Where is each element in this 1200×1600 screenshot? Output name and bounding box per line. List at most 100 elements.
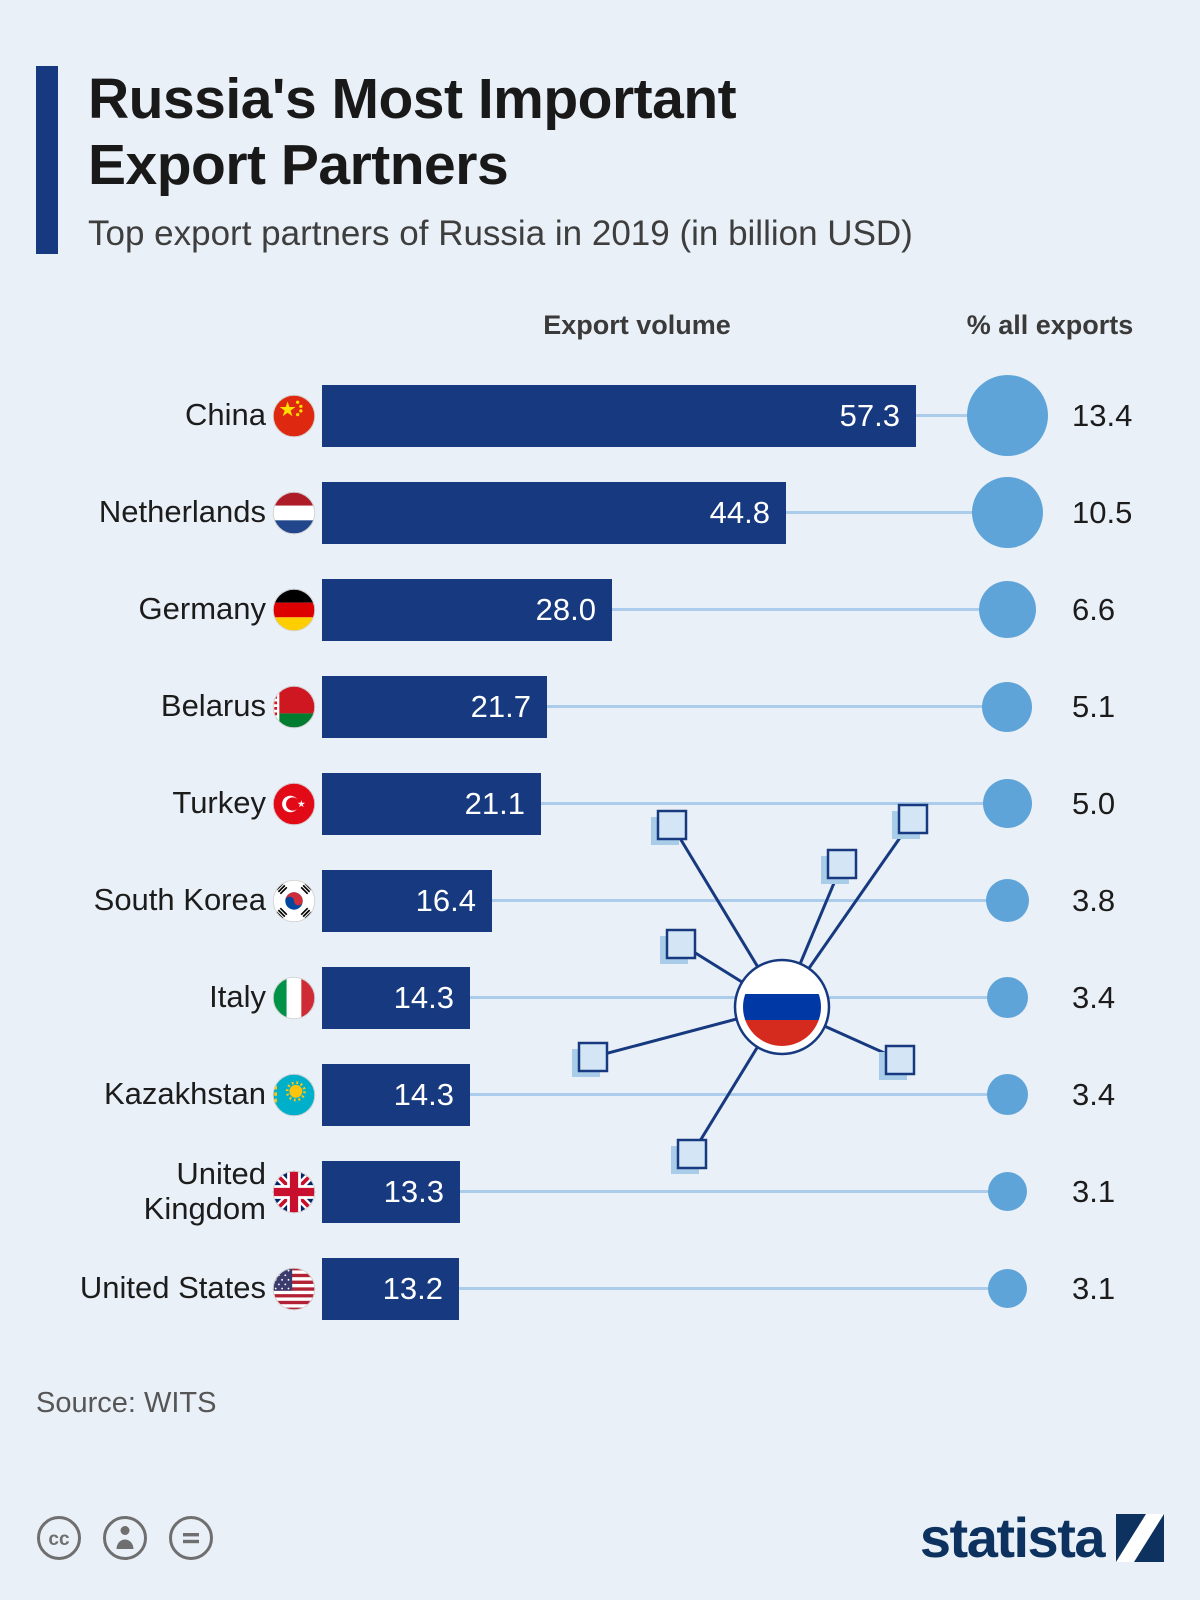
bar-track: 21.1	[322, 772, 1007, 835]
country-label: South Korea	[93, 882, 266, 918]
country-label: Germany	[138, 591, 266, 627]
statista-wordmark: statista	[919, 1506, 1106, 1569]
percent-circle-cell	[952, 1074, 1062, 1116]
bar-value-label: 44.8	[709, 494, 770, 530]
creative-commons-icon[interactable]: cc	[36, 1515, 82, 1561]
percent-label: 13.4	[1072, 397, 1133, 433]
export-volume-bar: 28.0	[322, 578, 612, 641]
bar-value-label: 21.1	[464, 785, 525, 821]
percent-circle	[987, 1172, 1027, 1212]
percent-circle	[978, 581, 1036, 639]
connector-line	[547, 705, 1007, 709]
table-row: Germany 28.0 6.6	[36, 561, 1164, 658]
export-volume-bar: 16.4	[322, 869, 492, 932]
country-label: United States	[79, 1270, 266, 1306]
percent-circle	[986, 1074, 1028, 1116]
connector-line	[459, 1287, 1007, 1291]
bar-track: 44.8	[322, 481, 1007, 544]
percent-circle	[987, 1269, 1027, 1309]
connector-line	[470, 1093, 1007, 1097]
table-row: Belarus 21.7 5.1	[36, 658, 1164, 755]
percent-label: 3.1	[1072, 1173, 1116, 1209]
bar-track: 13.3	[322, 1160, 1007, 1223]
page-title: Russia's Most Important Export Partners	[88, 67, 737, 198]
export-volume-bar: 21.7	[322, 675, 547, 738]
bar-track: 13.2	[322, 1257, 1007, 1320]
percent-circle	[982, 681, 1032, 732]
percent-label: 3.4	[1072, 1076, 1116, 1112]
export-volume-bar: 14.3	[322, 966, 470, 1029]
bar-track: 14.3	[322, 966, 1007, 1029]
table-row: United States 13.2 3.1	[36, 1240, 1164, 1337]
percent-circle-cell	[952, 1172, 1062, 1212]
connector-line	[612, 608, 1007, 612]
percent-circle-cell	[952, 879, 1062, 923]
percent-circle-cell	[952, 681, 1062, 732]
bar-value-label: 21.7	[470, 688, 531, 724]
statista-logo-mark	[1116, 1514, 1164, 1562]
page-subtitle: Top export partners of Russia in 2019 (i…	[88, 214, 913, 254]
percent-circle-cell	[952, 375, 1062, 457]
united-states-flag-icon	[266, 1267, 322, 1311]
column-header-percent-exports: % all exports	[966, 310, 1134, 341]
bar-value-label: 57.3	[839, 397, 900, 433]
united-kingdom-flag-icon	[266, 1170, 322, 1214]
column-header-export-volume: Export volume	[543, 310, 731, 341]
table-row: Netherlands 44.8 10.5	[36, 464, 1164, 561]
svg-text:cc: cc	[48, 1529, 70, 1550]
percent-circle-cell	[952, 977, 1062, 1019]
export-volume-bar: 57.3	[322, 384, 916, 447]
table-row: Turkey 21.1 5.0	[36, 755, 1164, 852]
percent-label: 6.6	[1072, 591, 1116, 627]
table-row: Kazakhstan 14.3 3.4	[36, 1046, 1164, 1143]
netherlands-flag-icon	[266, 491, 322, 535]
connector-line	[470, 996, 1007, 1000]
column-header-spacer	[36, 310, 322, 341]
license-icons: cc	[36, 1515, 214, 1561]
country-label: Turkey	[172, 785, 266, 821]
bottom-bar: cc statista	[36, 1510, 1164, 1566]
percent-circle-cell	[952, 581, 1062, 639]
export-volume-bar: 13.2	[322, 1257, 459, 1320]
kazakhstan-flag-icon	[266, 1073, 322, 1117]
bar-track: 14.3	[322, 1063, 1007, 1126]
percent-circle-cell	[952, 477, 1062, 549]
infographic: Russia's Most Important Export Partners …	[36, 66, 1164, 1419]
header: Russia's Most Important Export Partners …	[36, 66, 1164, 255]
export-volume-bar: 13.3	[322, 1160, 460, 1223]
export-volume-bar: 44.8	[322, 481, 786, 544]
export-volume-bar: 21.1	[322, 772, 541, 835]
percent-circle	[986, 977, 1028, 1019]
country-label: Kazakhstan	[104, 1076, 266, 1112]
bar-value-label: 16.4	[415, 882, 476, 918]
header-text: Russia's Most Important Export Partners …	[88, 66, 913, 254]
country-label: Italy	[209, 979, 266, 1015]
country-label: China	[185, 397, 266, 433]
bar-value-label: 14.3	[393, 1076, 454, 1112]
percent-circle	[966, 375, 1048, 457]
country-label: Netherlands	[98, 494, 266, 530]
table-row: China 57.3 13.4	[36, 367, 1164, 464]
cc-no-derivatives-icon[interactable]	[168, 1515, 214, 1561]
connector-line	[786, 511, 1007, 515]
table-row: Italy 14.3 3.4	[36, 949, 1164, 1046]
percent-circle-cell	[952, 1269, 1062, 1309]
bar-value-label: 14.3	[393, 979, 454, 1015]
connector-line	[460, 1190, 1007, 1194]
statista-logo[interactable]: statista	[920, 1510, 1164, 1566]
turkey-flag-icon	[266, 782, 322, 826]
percent-label: 3.8	[1072, 882, 1116, 918]
percent-circle	[982, 779, 1032, 829]
percent-circle	[971, 477, 1043, 549]
bar-track: 16.4	[322, 869, 1007, 932]
bar-value-label: 28.0	[535, 591, 596, 627]
percent-circle-cell	[952, 779, 1062, 829]
cc-attribution-icon[interactable]	[102, 1515, 148, 1561]
export-volume-bar: 14.3	[322, 1063, 470, 1126]
country-label: Belarus	[160, 688, 266, 724]
south-korea-flag-icon	[266, 879, 322, 923]
connector-line	[492, 899, 1007, 903]
country-label: United Kingdom	[143, 1156, 266, 1226]
bar-track: 57.3	[322, 384, 1007, 447]
percent-label: 3.1	[1072, 1270, 1116, 1306]
